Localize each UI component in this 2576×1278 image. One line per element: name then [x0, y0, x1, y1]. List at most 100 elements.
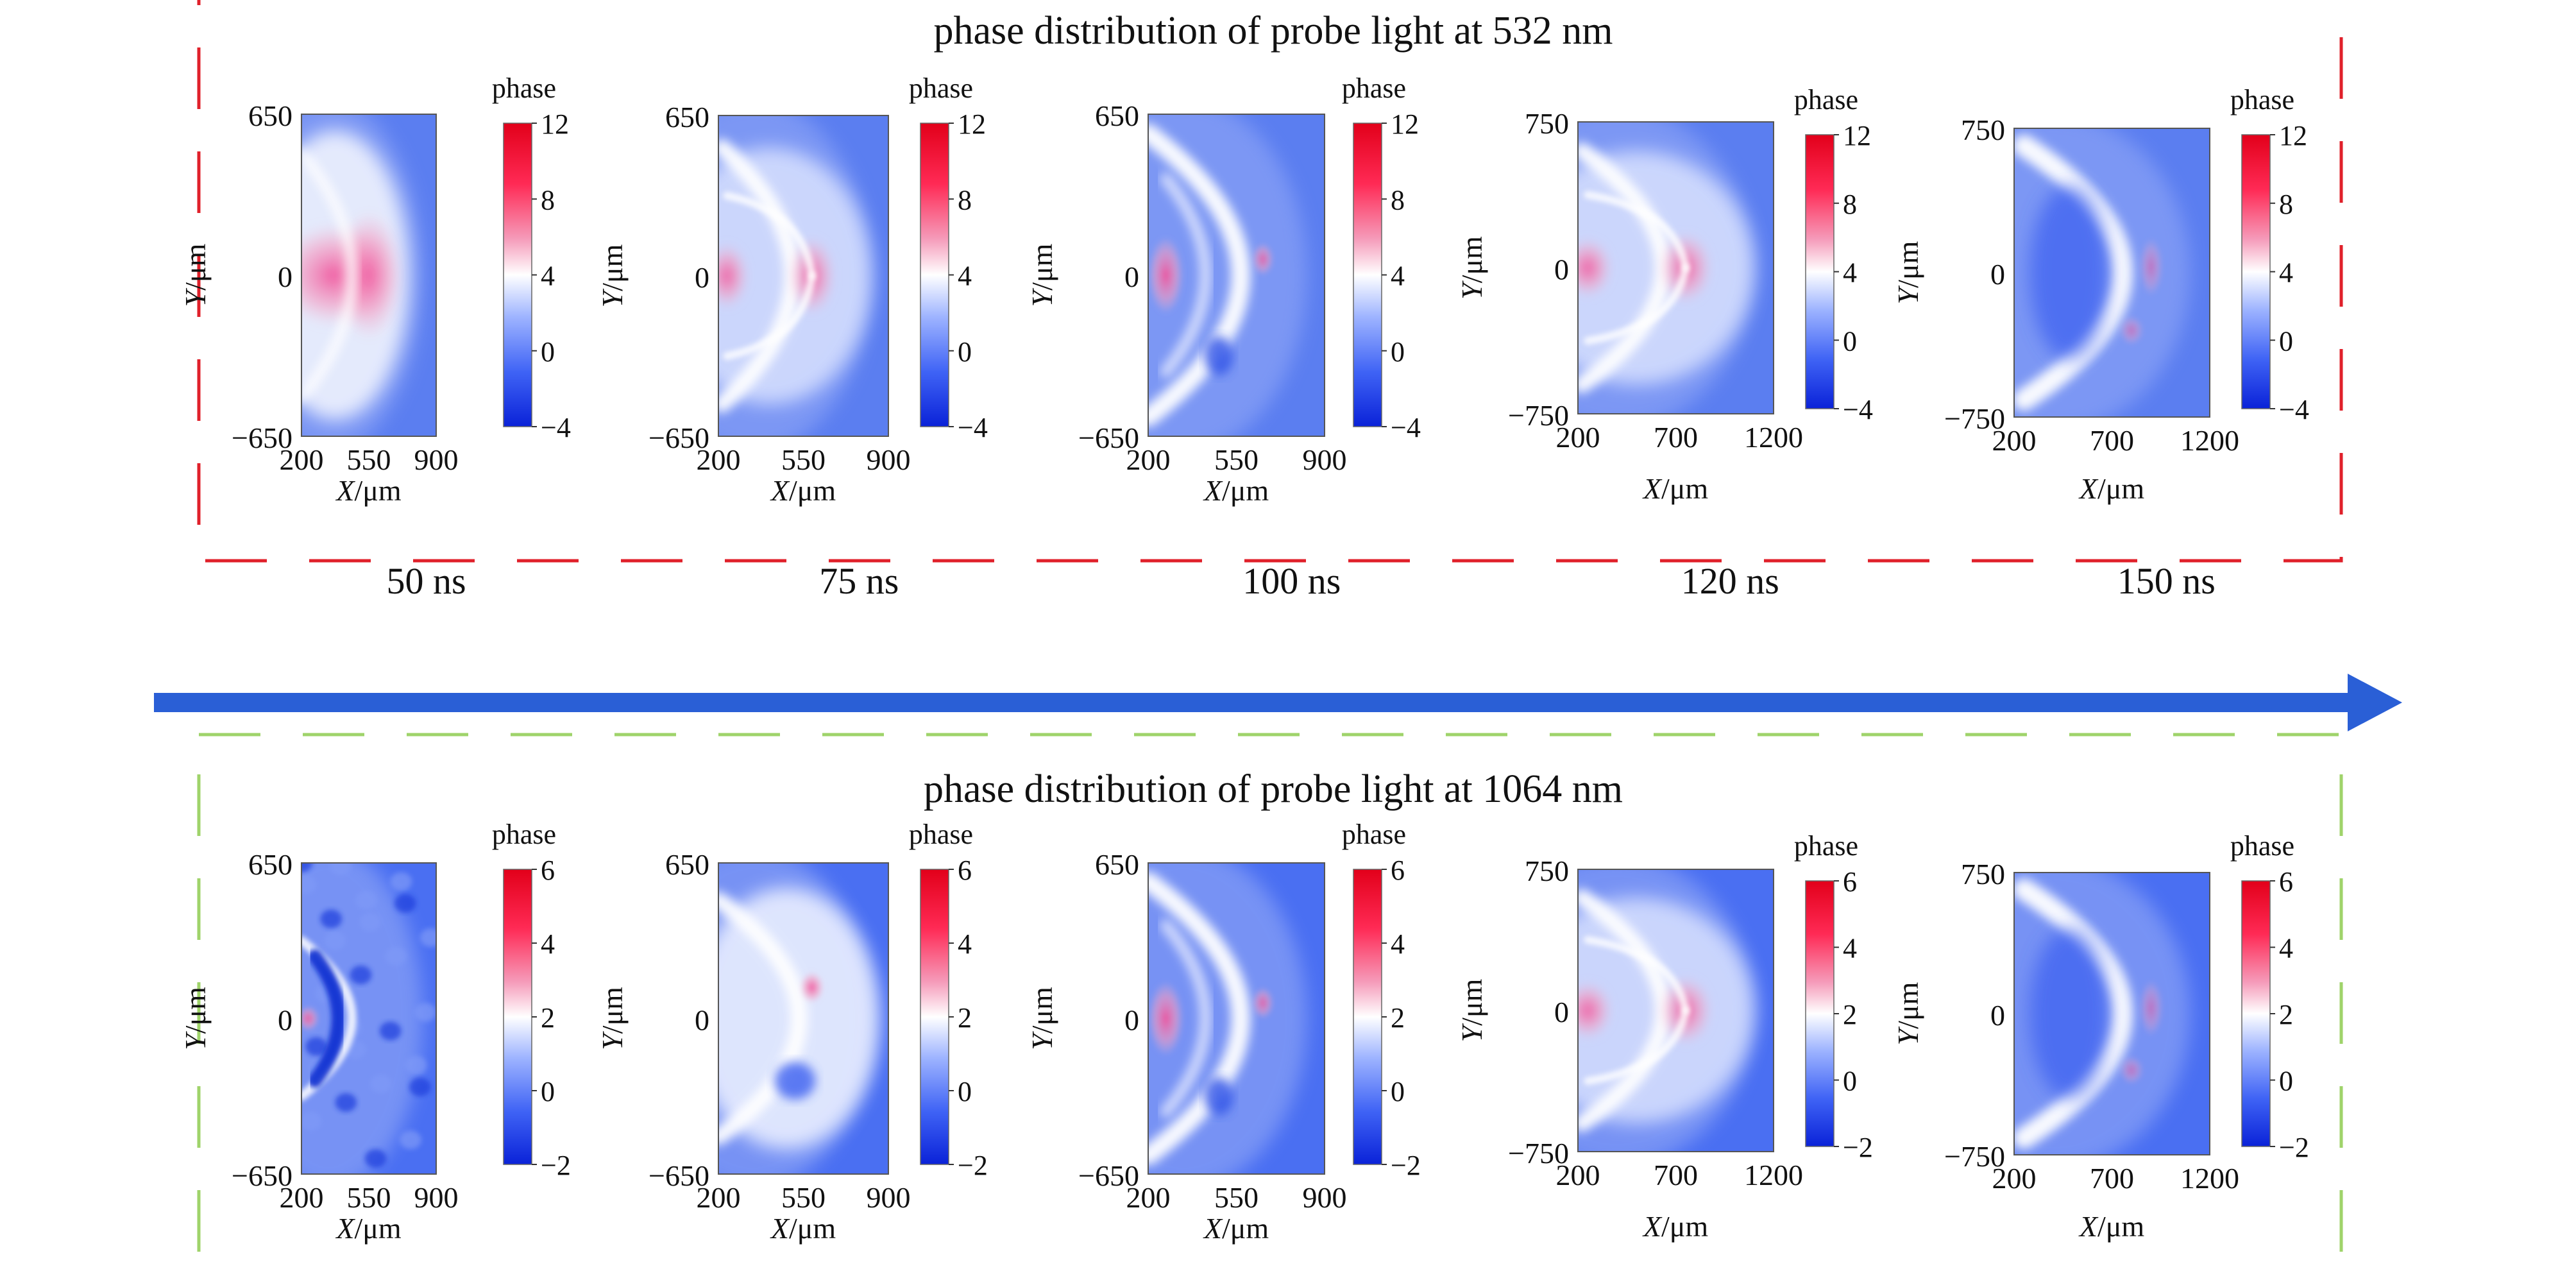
phase-feature	[2029, 186, 2108, 359]
phase-front	[1584, 936, 1690, 1014]
y-tick-label: −650	[232, 1159, 292, 1192]
colorbar	[2241, 880, 2271, 1147]
colorbar-tick-label: 0	[1843, 325, 1857, 357]
x-tick-label: 700	[1654, 421, 1698, 454]
y-tick-label: 0	[1554, 253, 1569, 286]
y-axis-unit: /μm	[1455, 978, 1488, 1025]
x-tick-label: 550	[347, 443, 391, 476]
colorbar-tick-label: 2	[958, 1002, 972, 1034]
x-tick-label: 900	[867, 443, 911, 476]
y-axis-var: Y	[1892, 285, 1924, 304]
phase-front	[308, 949, 346, 1088]
y-axis-label: Y/μm	[1026, 987, 1058, 1050]
x-axis-var: X	[2078, 472, 2099, 505]
phase-feature	[400, 1130, 421, 1150]
y-tick-label: 650	[1095, 848, 1139, 881]
x-tick-label: 700	[2090, 424, 2134, 457]
colorbar-tick-label: 2	[541, 1002, 555, 1034]
y-tick-label: −750	[1508, 1137, 1569, 1170]
phase-feature	[301, 1006, 319, 1031]
y-tick-label: −650	[232, 422, 292, 454]
phase-front	[718, 892, 808, 1145]
colorbar-tick-label: 4	[541, 260, 555, 292]
x-axis-unit: /μm	[789, 474, 836, 507]
x-tick-label: 1200	[2180, 424, 2239, 457]
phase-feature	[1148, 863, 1307, 1174]
phase-feature	[301, 875, 317, 894]
x-axis-label: X/μm	[335, 1212, 402, 1245]
y-axis-unit: /μm	[1892, 241, 1924, 287]
panel-row-0: 650 0 −650 Y/μm 200 550 900 X/μm phase 12 8 4 0 −4 650…	[179, 72, 2309, 507]
colorbar-tick-label: 4	[1843, 257, 1857, 289]
colorbar-tick-label: 0	[1843, 1066, 1857, 1097]
colorbar	[1805, 134, 1835, 409]
x-axis-label: X/μm	[1642, 1210, 1709, 1243]
x-tick-label: 550	[1214, 443, 1258, 476]
x-axis-var: X	[1642, 472, 1663, 505]
y-tick-label: −650	[1078, 1159, 1139, 1192]
colorbar-tick-label: 4	[2279, 933, 2293, 964]
phase-panel: 650 0 −650 Y/μm 200 550 900 X/μm phase 12 8 4 0 −4	[1026, 72, 1421, 507]
phase-feature	[364, 1149, 387, 1168]
x-tick-label: 200	[697, 443, 741, 476]
colorbar-label: phase	[2230, 84, 2294, 115]
y-axis-label: Y/μm	[179, 987, 212, 1050]
colorbar-tick-label: 4	[541, 928, 555, 960]
time-label: 100 ns	[1242, 560, 1341, 602]
x-tick-label: 1200	[1744, 421, 1803, 454]
y-axis-unit: /μm	[1892, 982, 1924, 1028]
phase-feature	[370, 1074, 392, 1093]
colorbar-tick-label: 4	[1843, 933, 1857, 964]
x-tick-label: 200	[280, 1181, 324, 1214]
colorbar-tick-label: 12	[2279, 120, 2307, 151]
colorbar-tick-label: 6	[958, 855, 972, 886]
y-axis-unit: /μm	[179, 243, 212, 290]
y-tick-label: 650	[248, 99, 292, 132]
y-axis-var: Y	[1026, 287, 1058, 307]
colorbar-tick-label: 12	[1843, 120, 1871, 151]
phase-panel: 750 0 −750 Y/μm 200 700 1200 X/μm phase 12 8 4 0 −4	[1892, 84, 2309, 505]
x-axis-unit: /μm	[354, 474, 401, 507]
colorbar	[920, 869, 949, 1165]
colorbar-tick-label: 6	[541, 855, 555, 886]
y-tick-label: −750	[1944, 1140, 2005, 1173]
x-tick-label: 200	[1992, 424, 2037, 457]
x-axis-label: X/μm	[1203, 1212, 1269, 1245]
phase-feature	[409, 1077, 431, 1096]
x-axis-var: X	[770, 474, 790, 507]
phase-panel: 650 0 −650 Y/μm 200 550 900 X/μm phase 6 4 2 0 −2	[596, 819, 988, 1245]
plot-frame	[718, 862, 889, 1175]
x-axis-unit: /μm	[1661, 472, 1708, 505]
phase-panel: 750 0 −750 Y/μm 200 700 1200 X/μm phase 6 4 2 0 −2	[1455, 830, 1873, 1243]
phase-front	[2014, 878, 2133, 1149]
y-axis-var: Y	[596, 1031, 629, 1050]
x-tick-label: 200	[1992, 1162, 2037, 1195]
phase-feature	[2029, 929, 2108, 1098]
x-tick-label: 550	[347, 1181, 391, 1214]
y-tick-label: 750	[1961, 114, 2005, 146]
y-tick-label: 0	[1990, 258, 2005, 291]
y-axis-label: Y/μm	[596, 244, 629, 307]
y-tick-label: 750	[1525, 855, 1569, 887]
phase-feature	[2119, 316, 2144, 345]
x-tick-label: 550	[1214, 1181, 1258, 1214]
plot-frame	[301, 862, 437, 1175]
colorbar-label: phase	[909, 819, 973, 850]
phase-feature	[394, 894, 416, 913]
x-axis-label: X/μm	[1203, 474, 1269, 507]
time-label: 150 ns	[2117, 560, 2216, 602]
phase-feature	[718, 244, 748, 308]
phase-front	[1148, 872, 1251, 1165]
colorbar-tick-label: 8	[1843, 189, 1857, 220]
phase-front	[1160, 173, 1212, 378]
phase-feature	[414, 1003, 436, 1022]
colorbar-tick-label: −4	[958, 412, 988, 443]
y-axis-unit: /μm	[179, 987, 212, 1034]
colorbar	[920, 123, 949, 427]
colorbar-tick-label: 0	[1391, 1076, 1405, 1107]
y-tick-label: 650	[1095, 99, 1139, 132]
x-tick-label: 200	[1126, 1181, 1171, 1214]
